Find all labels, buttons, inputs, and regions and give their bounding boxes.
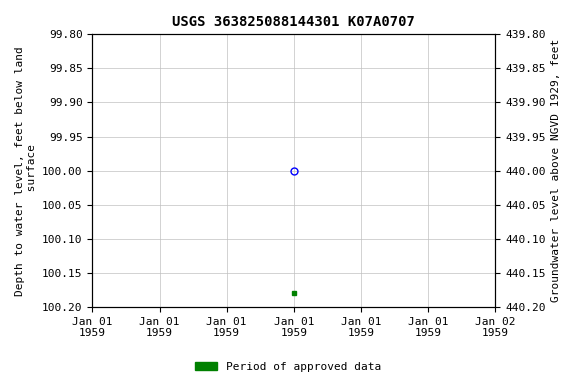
Y-axis label: Groundwater level above NGVD 1929, feet: Groundwater level above NGVD 1929, feet [551,39,561,302]
Y-axis label: Depth to water level, feet below land
 surface: Depth to water level, feet below land su… [15,46,37,296]
Legend: Period of approved data: Period of approved data [191,358,385,377]
Title: USGS 363825088144301 K07A0707: USGS 363825088144301 K07A0707 [172,15,415,29]
